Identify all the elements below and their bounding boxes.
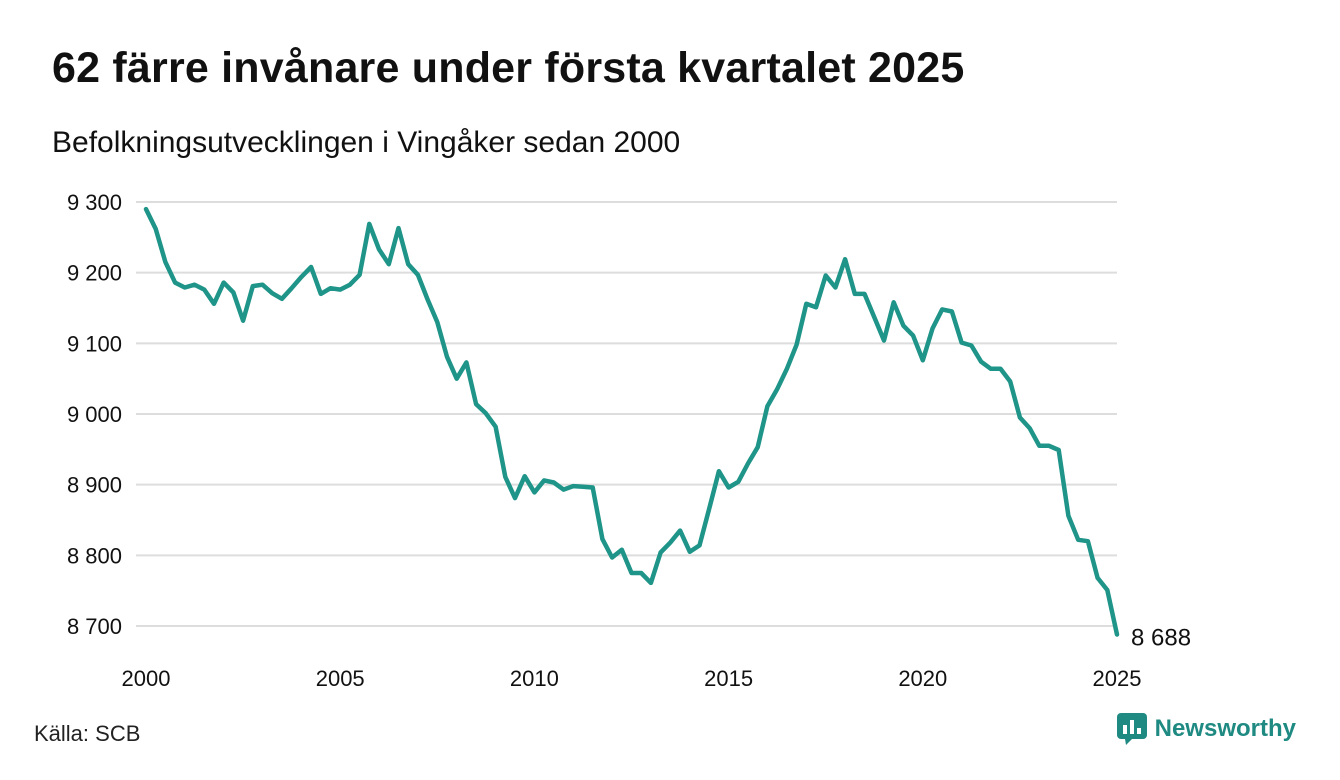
x-tick-label: 2010 — [510, 666, 559, 691]
chart-subtitle: Befolkningsutvecklingen i Vingåker sedan… — [52, 126, 681, 159]
series-line — [143, 206, 1120, 637]
y-tick-label: 9 200 — [67, 261, 122, 286]
y-axis-ticks: 8 700 8 800 8 900 9 000 9 100 9 200 9 300 — [67, 190, 122, 639]
source-credit: Källa: SCB — [34, 721, 141, 746]
line-chart: 8 700 8 800 8 900 9 000 9 100 9 200 9 300 2000… — [67, 190, 1191, 691]
brand-name: Newsworthy — [1154, 715, 1296, 742]
y-tick-label: 8 800 — [67, 543, 122, 568]
x-axis-ticks: 2000 2005 2010 2015 2020 2025 — [122, 666, 1142, 691]
x-tick-label: 2015 — [704, 666, 753, 691]
x-tick-label: 2000 — [122, 666, 171, 691]
x-tick-label: 2020 — [898, 666, 947, 691]
gridlines — [136, 201, 1117, 627]
y-tick-label: 9 000 — [67, 402, 122, 427]
end-value-label: 8 688 — [1131, 624, 1191, 651]
x-tick-label: 2005 — [316, 666, 365, 691]
chart-logo-icon — [1116, 713, 1147, 745]
chart-title: 62 färre invånare under första kvartalet… — [52, 44, 965, 92]
brand: Newsworthy — [1116, 713, 1296, 745]
y-tick-label: 9 100 — [67, 331, 122, 356]
y-tick-label: 9 300 — [67, 190, 122, 215]
x-tick-label: 2025 — [1093, 666, 1142, 691]
y-tick-label: 8 700 — [67, 614, 122, 639]
y-tick-label: 8 900 — [67, 473, 122, 498]
